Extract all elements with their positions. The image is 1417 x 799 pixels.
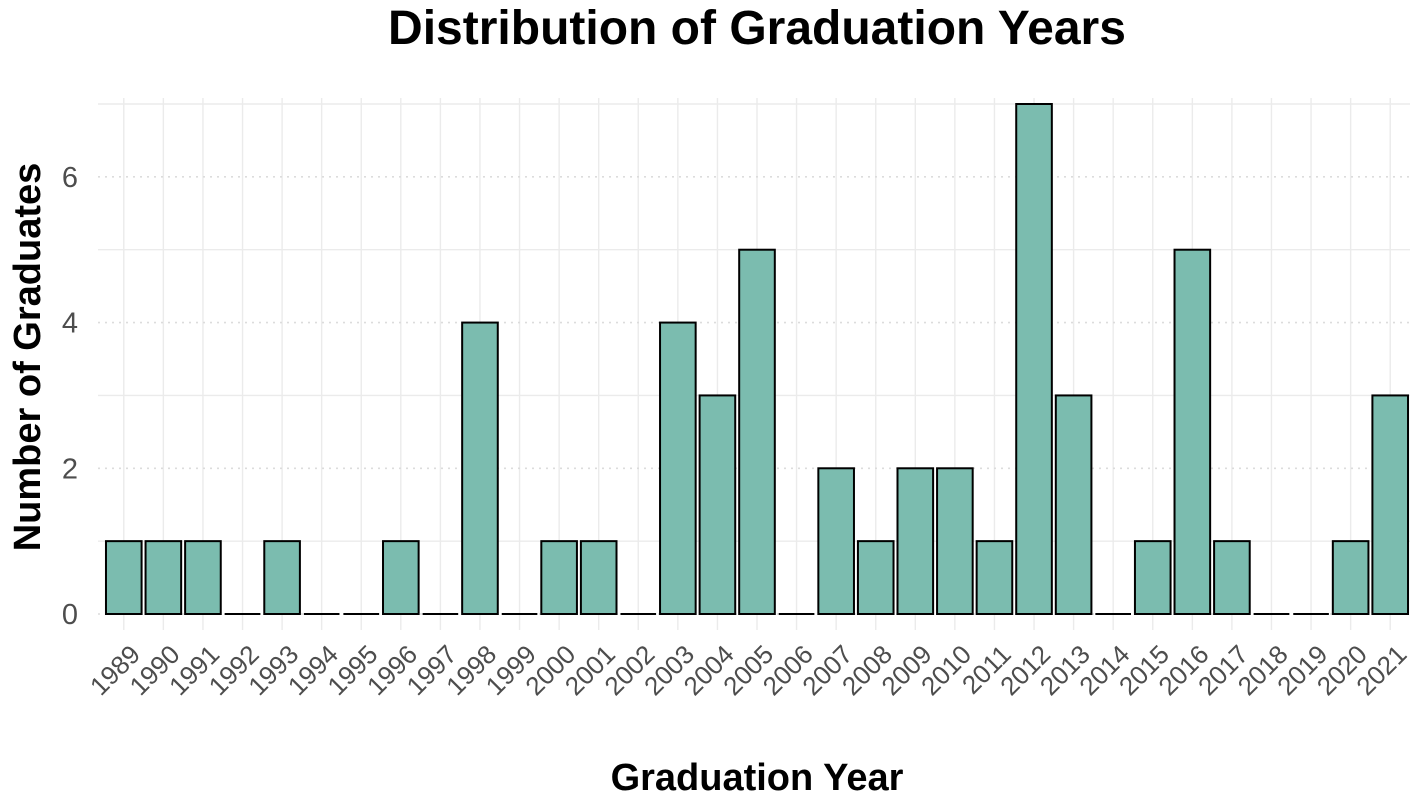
chart-title: Distribution of Graduation Years [388, 2, 1126, 55]
bar [1173, 248, 1212, 615]
bar [975, 540, 1014, 616]
bar [461, 321, 499, 615]
bar [896, 467, 935, 615]
y-tick-label: 0 [62, 599, 78, 631]
bar [659, 321, 697, 615]
bar [382, 540, 420, 616]
y-tick-label: 6 [62, 162, 78, 194]
y-tick-label: 2 [62, 453, 78, 485]
bar [738, 248, 776, 615]
bar [144, 540, 183, 616]
x-axis-title: Graduation Year [611, 757, 904, 799]
bar [1331, 540, 1370, 616]
bar [936, 467, 974, 615]
bar [263, 540, 301, 616]
bar [579, 540, 618, 616]
y-axis-title: Number of Graduates [7, 163, 49, 552]
y-tick-label: 4 [62, 308, 78, 340]
bar [1371, 394, 1410, 615]
bars-layer [104, 103, 1410, 616]
bar [104, 540, 143, 616]
bar [184, 540, 222, 616]
x-axis-ticks: 1989199019911992199319941995199619971998… [84, 639, 1413, 701]
bar [1133, 540, 1172, 616]
bar [698, 394, 737, 615]
y-axis-ticks: 0 2 4 6 [62, 162, 78, 631]
bar [817, 467, 855, 615]
bar [1015, 103, 1053, 615]
bar [540, 540, 578, 616]
bar [1054, 394, 1093, 615]
bar [1213, 540, 1251, 616]
bar [856, 540, 895, 616]
